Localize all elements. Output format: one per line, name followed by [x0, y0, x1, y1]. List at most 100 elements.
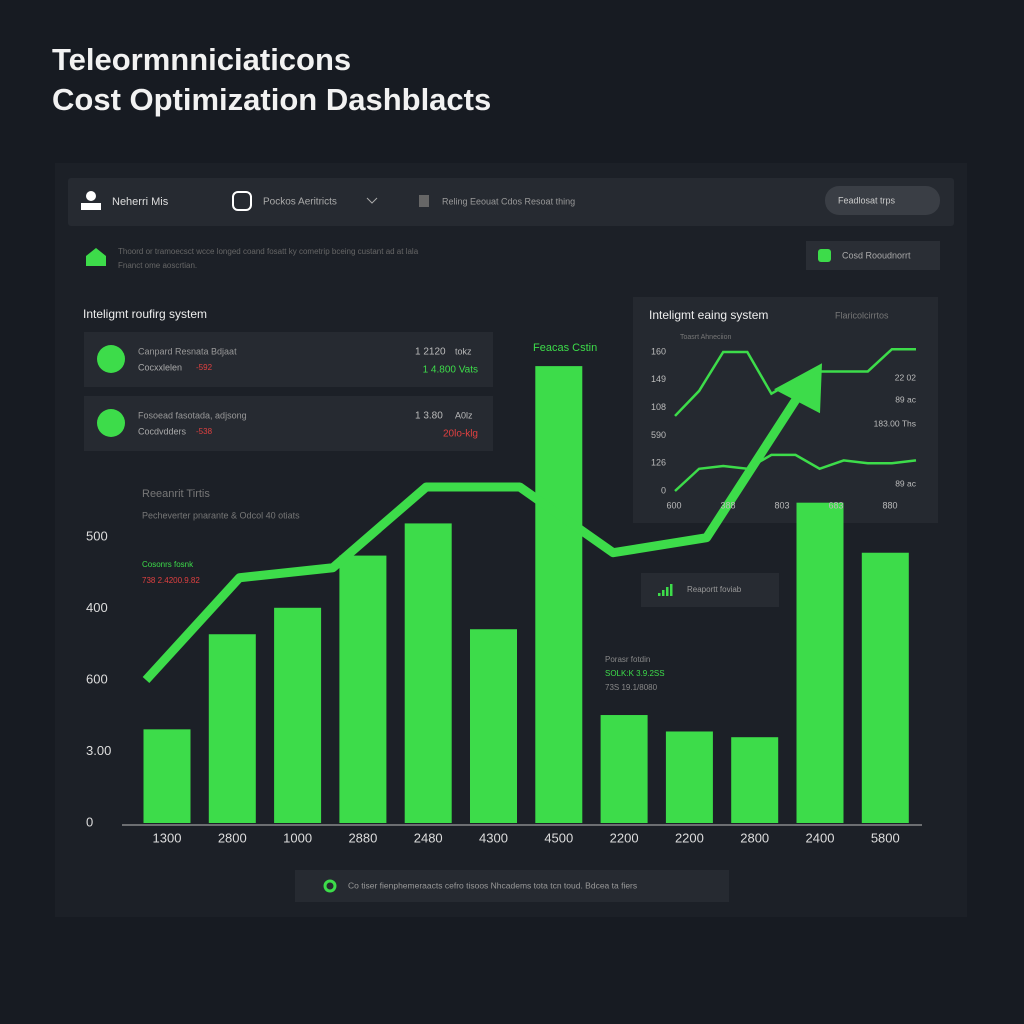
card-delta: -538 [196, 427, 213, 436]
y-tick-label: 149 [651, 374, 666, 384]
notice: Thoord or tramoecsct wcce longed coand f… [118, 247, 419, 256]
bar [731, 737, 779, 823]
user-icon [86, 191, 96, 201]
x-tick-label: 2880 [348, 830, 377, 845]
x-tick-label: 2480 [414, 830, 443, 845]
home-icon [86, 248, 106, 266]
bar [796, 502, 844, 823]
card-name: Canpard Resnata Bdjaat [138, 346, 237, 356]
note: Cosonrs fosnk [142, 560, 194, 569]
card-value: 1 2120 [415, 347, 446, 358]
card [84, 396, 493, 451]
button-label: Reaportt foviab [687, 585, 742, 594]
doc-icon [419, 195, 429, 207]
side-label: 183.00 Ths [874, 418, 916, 428]
bar [861, 552, 909, 823]
trend-line [142, 390, 804, 684]
title: Teleormnniciaticons [52, 42, 351, 77]
card-icon [97, 345, 125, 373]
bar [274, 607, 322, 823]
inset-title: Inteligmt eaing system [649, 308, 768, 322]
y-tick-label: 3.00 [86, 743, 111, 758]
y-tick-label: 108 [651, 402, 666, 412]
annotation: 73S 19.1/8080 [605, 683, 658, 692]
status: Reling Eeouat Cdos Resoat thing [442, 196, 575, 206]
x-tick-label: 2200 [675, 830, 704, 845]
x-tick-label: 683 [828, 500, 843, 510]
side-label: 89 ac [895, 394, 917, 404]
toolbar [68, 178, 954, 226]
card-icon [97, 409, 125, 437]
x-tick-label: 5800 [871, 830, 900, 845]
x-tick-label: 1300 [153, 830, 182, 845]
icon [666, 587, 669, 596]
card-name: Fosoead fasotada, adjsong [138, 410, 247, 420]
notice: Fnanct ome aoscrtian. [118, 261, 197, 270]
y-tick-label: 400 [86, 600, 108, 615]
bar [339, 555, 387, 823]
title: Cost Optimization Dashblacts [52, 82, 491, 117]
card [84, 332, 493, 387]
side-label: 22 02 [895, 372, 917, 382]
inset-line [674, 453, 917, 492]
card-delta: -592 [196, 363, 213, 372]
y-tick-label: 0 [86, 814, 93, 829]
bar [143, 729, 191, 823]
icon [323, 879, 337, 893]
user-name: Neherri Mis [112, 196, 169, 208]
y-tick-label: 590 [651, 430, 666, 440]
note: 738 2.4200.9.82 [142, 576, 200, 585]
y-tick-label: 600 [86, 671, 108, 686]
y-tick-label: 0 [661, 485, 666, 495]
bar [470, 629, 517, 823]
button-label[interactable]: Feadlosat trps [838, 195, 896, 205]
x-tick-label: 600 [666, 500, 681, 510]
side-label: 89 ac [895, 478, 917, 488]
section-title: Inteligmt roufirg system [83, 307, 207, 321]
y-tick-label: 500 [86, 528, 108, 543]
card-value: A0lz [455, 410, 473, 420]
x-tick-label: 2400 [806, 830, 835, 845]
chevron [366, 197, 378, 204]
x-tick-label: 2200 [610, 830, 639, 845]
menu-icon [232, 191, 252, 211]
x-tick-label: 4500 [544, 830, 573, 845]
x-tick-label: 2800 [218, 830, 247, 845]
inset-line [674, 347, 916, 417]
card-value: 20lo-klg [443, 429, 478, 440]
bar [208, 634, 256, 823]
y-tick-label: 160 [651, 346, 666, 356]
bar [404, 523, 452, 823]
x-tick-label: 1000 [283, 830, 312, 845]
annotation: Porasr fotdin [605, 655, 650, 664]
bar [600, 715, 648, 823]
card-value: tokz [455, 346, 472, 356]
icon [818, 249, 831, 262]
button[interactable] [825, 186, 940, 215]
footer: Co tiser fienphemeraacts cefro tisoos Nh… [348, 880, 637, 890]
caption: Reeanrit Tirtis [142, 488, 210, 500]
x-tick-label: 4300 [479, 830, 508, 845]
footer-bar [295, 870, 729, 902]
bar-label: Feacas Cstin [533, 342, 597, 354]
button-label[interactable]: Cosd Rooudnorrt [842, 250, 911, 260]
card-sub: Cocdvdders [138, 426, 187, 436]
card-value: 1 3.80 [415, 411, 443, 422]
x-tick-label: 388 [720, 500, 735, 510]
user-icon [81, 203, 101, 210]
icon [658, 593, 661, 596]
inset-subtitle: Toasrt Ahneciion [680, 334, 731, 341]
x-tick-label: 803 [774, 500, 789, 510]
card-sub: Cocxxlelen [138, 362, 182, 372]
card-value: 1 4.800 Vats [423, 365, 478, 376]
subcaption: Pecheverter pnarante & Odcol 40 otiats [142, 510, 300, 520]
icon [662, 590, 665, 596]
bar [535, 366, 583, 823]
menu[interactable]: Pockos Aeritricts [263, 197, 337, 208]
inset-menu: Flaricolcirrtos [835, 310, 889, 320]
annotation: SOLK:K 3.9.2SS [605, 669, 665, 678]
icon [670, 584, 673, 596]
x-tick-label: 880 [882, 500, 897, 510]
